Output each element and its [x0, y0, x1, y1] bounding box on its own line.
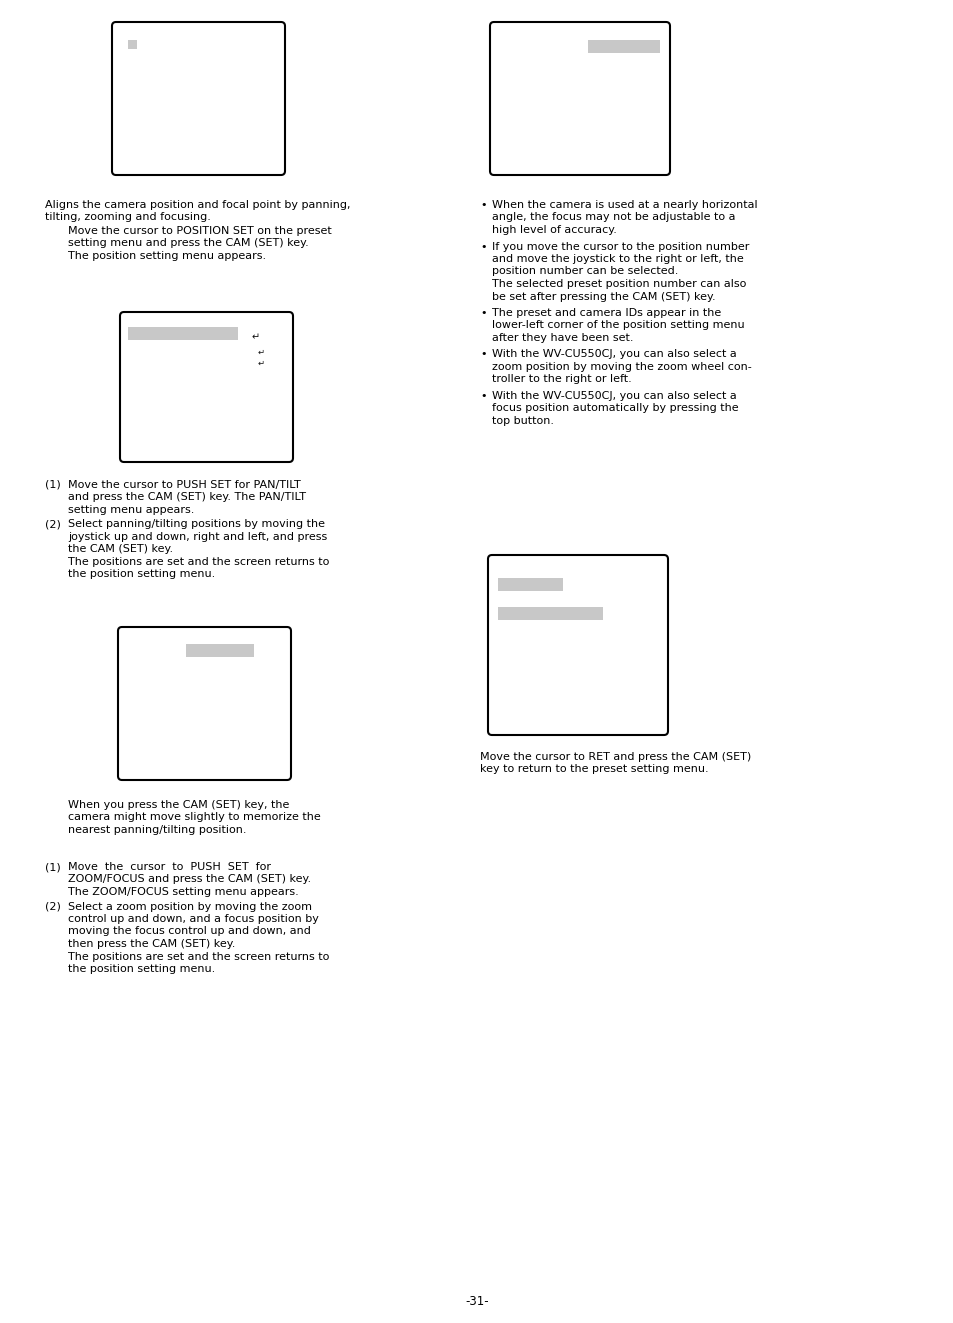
Text: ↵: ↵: [252, 332, 260, 343]
Text: Move the cursor to POSITION SET on the preset: Move the cursor to POSITION SET on the p…: [68, 226, 332, 235]
Text: (2): (2): [45, 520, 61, 529]
Text: The position setting menu appears.: The position setting menu appears.: [68, 251, 266, 261]
Text: moving the focus control up and down, and: moving the focus control up and down, an…: [68, 926, 311, 937]
Text: •: •: [479, 242, 486, 251]
Bar: [587, 40, 659, 53]
Text: then press the CAM (SET) key.: then press the CAM (SET) key.: [68, 939, 235, 949]
Text: With the WV-CU550CJ, you can also select a: With the WV-CU550CJ, you can also select…: [492, 392, 736, 401]
Text: camera might move slightly to memorize the: camera might move slightly to memorize t…: [68, 812, 320, 823]
Text: When you press the CAM (SET) key, the: When you press the CAM (SET) key, the: [68, 800, 289, 810]
Text: troller to the right or left.: troller to the right or left.: [492, 374, 631, 385]
Text: high level of accuracy.: high level of accuracy.: [492, 225, 617, 235]
Text: (1): (1): [45, 480, 61, 490]
Text: setting menu and press the CAM (SET) key.: setting menu and press the CAM (SET) key…: [68, 238, 309, 249]
Text: The positions are set and the screen returns to: The positions are set and the screen ret…: [68, 951, 329, 962]
Text: nearest panning/tilting position.: nearest panning/tilting position.: [68, 826, 246, 835]
Text: top button.: top button.: [492, 415, 554, 426]
Bar: [128, 40, 137, 49]
FancyBboxPatch shape: [112, 22, 285, 175]
Text: The ZOOM/FOCUS setting menu appears.: The ZOOM/FOCUS setting menu appears.: [68, 886, 298, 897]
Text: •: •: [479, 349, 486, 360]
Text: Move the cursor to PUSH SET for PAN/TILT: Move the cursor to PUSH SET for PAN/TILT: [68, 480, 300, 490]
Text: Move  the  cursor  to  PUSH  SET  for: Move the cursor to PUSH SET for: [68, 863, 271, 872]
Text: If you move the cursor to the position number: If you move the cursor to the position n…: [492, 242, 749, 251]
Text: •: •: [479, 392, 486, 401]
Text: zoom position by moving the zoom wheel con-: zoom position by moving the zoom wheel c…: [492, 363, 751, 372]
Text: ↵: ↵: [257, 348, 265, 356]
Bar: [497, 578, 562, 591]
Bar: [128, 327, 237, 340]
Text: setting menu appears.: setting menu appears.: [68, 505, 194, 515]
Text: ZOOM/FOCUS and press the CAM (SET) key.: ZOOM/FOCUS and press the CAM (SET) key.: [68, 875, 311, 885]
Text: and press the CAM (SET) key. The PAN/TILT: and press the CAM (SET) key. The PAN/TIL…: [68, 492, 306, 503]
Text: (1): (1): [45, 863, 61, 872]
Text: Move the cursor to RET and press the CAM (SET): Move the cursor to RET and press the CAM…: [479, 751, 750, 762]
FancyBboxPatch shape: [488, 556, 667, 736]
Text: (2): (2): [45, 901, 61, 912]
FancyBboxPatch shape: [118, 627, 291, 781]
Text: Select panning/tilting positions by moving the: Select panning/tilting positions by movi…: [68, 520, 325, 529]
FancyBboxPatch shape: [120, 312, 293, 462]
Text: When the camera is used at a nearly horizontal: When the camera is used at a nearly hori…: [492, 200, 757, 210]
Text: joystick up and down, right and left, and press: joystick up and down, right and left, an…: [68, 532, 327, 542]
Text: -31-: -31-: [465, 1295, 488, 1308]
Text: ↵: ↵: [257, 359, 265, 368]
Text: With the WV-CU550CJ, you can also select a: With the WV-CU550CJ, you can also select…: [492, 349, 736, 360]
Text: •: •: [479, 200, 486, 210]
Text: lower-left corner of the position setting menu: lower-left corner of the position settin…: [492, 320, 744, 331]
Text: after they have been set.: after they have been set.: [492, 333, 633, 343]
Text: position number can be selected.: position number can be selected.: [492, 266, 678, 277]
Text: tilting, zooming and focusing.: tilting, zooming and focusing.: [45, 213, 211, 222]
Text: control up and down, and a focus position by: control up and down, and a focus positio…: [68, 914, 318, 923]
Text: the position setting menu.: the position setting menu.: [68, 964, 215, 974]
Text: Aligns the camera position and focal point by panning,: Aligns the camera position and focal poi…: [45, 200, 350, 210]
Text: the position setting menu.: the position setting menu.: [68, 569, 215, 579]
Bar: [497, 607, 602, 620]
Text: The selected preset position number can also: The selected preset position number can …: [492, 279, 745, 288]
FancyBboxPatch shape: [490, 22, 669, 175]
Text: be set after pressing the CAM (SET) key.: be set after pressing the CAM (SET) key.: [492, 291, 715, 302]
Text: The positions are set and the screen returns to: The positions are set and the screen ret…: [68, 557, 329, 568]
Text: key to return to the preset setting menu.: key to return to the preset setting menu…: [479, 765, 708, 774]
Text: The preset and camera IDs appear in the: The preset and camera IDs appear in the: [492, 308, 720, 318]
Text: Select a zoom position by moving the zoom: Select a zoom position by moving the zoo…: [68, 901, 312, 912]
Bar: [186, 644, 253, 658]
Text: •: •: [479, 308, 486, 318]
Text: and move the joystick to the right or left, the: and move the joystick to the right or le…: [492, 254, 743, 265]
Text: angle, the focus may not be adjustable to a: angle, the focus may not be adjustable t…: [492, 213, 735, 222]
Text: the CAM (SET) key.: the CAM (SET) key.: [68, 545, 172, 554]
Text: focus position automatically by pressing the: focus position automatically by pressing…: [492, 404, 738, 414]
